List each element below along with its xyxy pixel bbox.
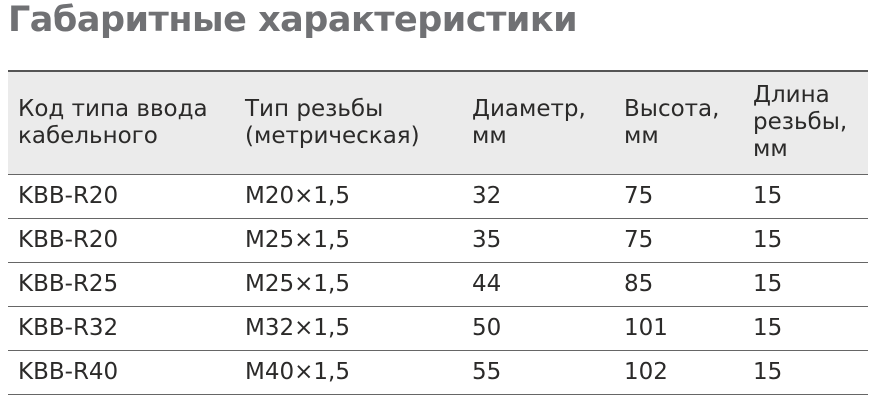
title: Габаритные характеристики (8, 0, 578, 40)
table-cell: 15 (743, 305, 868, 350)
table-row: KBB-R20 M25×1,5 35 75 15 (8, 217, 868, 262)
table-cell: M32×1,5 (235, 305, 462, 350)
header-row: Код типа ввода кабельного Тип резьбы (метри… (8, 71, 868, 174)
table-body: KBB-R20 M20×1,5 32 75 15 KBB-R20 M25×1,5 35 75 15… (8, 173, 868, 395)
header-line: мм (624, 122, 659, 149)
header-cell: Высота, мм (614, 71, 743, 174)
header-cell: Диаметр, мм (462, 71, 614, 174)
table-cell: M20×1,5 (235, 173, 462, 218)
table-cell: 15 (743, 217, 868, 262)
table-cell: KBB-R20 (8, 217, 235, 262)
table-cell: 85 (614, 261, 743, 306)
table-cell: 50 (462, 305, 614, 350)
table-cell: KBB-R20 (8, 173, 235, 218)
table-cell: 35 (462, 217, 614, 262)
table-cell: 15 (743, 261, 868, 306)
table-header: Код типа ввода кабельного Тип резьбы (метри… (8, 71, 868, 174)
table-row: KBB-R25 M25×1,5 44 85 15 (8, 261, 868, 306)
table-cell: 101 (614, 305, 743, 350)
spec-table: Код типа ввода кабельного Тип резьбы (метри… (8, 70, 868, 395)
table-cell: 15 (743, 173, 868, 218)
table-cell: 32 (462, 173, 614, 218)
header-line: (метрическая) (245, 122, 420, 149)
header-line: мм (472, 122, 507, 149)
table-cell: M40×1,5 (235, 349, 462, 395)
header-line: Диаметр, (472, 95, 586, 122)
header-line: резьбы, (753, 109, 848, 136)
table-cell: 75 (614, 217, 743, 262)
header-line: Длина (753, 82, 830, 109)
header-line: мм (753, 136, 788, 163)
header-line: Код типа ввода (18, 95, 208, 122)
table-row: KBB-R20 M20×1,5 32 75 15 (8, 173, 868, 218)
table-cell: M25×1,5 (235, 261, 462, 306)
table-row: KBB-R32 M32×1,5 50 101 15 (8, 305, 868, 350)
table-cell: 15 (743, 349, 868, 395)
header-line: кабельного (18, 122, 158, 149)
header-cell: Код типа ввода кабельного (8, 71, 235, 174)
table-cell: KBB-R32 (8, 305, 235, 350)
table-row: KBB-R40 M40×1,5 55 102 15 (8, 349, 868, 395)
table-cell: 102 (614, 349, 743, 395)
header-line: Тип резьбы (245, 95, 384, 122)
table-cell: 44 (462, 261, 614, 306)
table-cell: 75 (614, 173, 743, 218)
table-cell: KBB-R25 (8, 261, 235, 306)
header-line: Высота, (624, 95, 720, 122)
table-cell: 55 (462, 349, 614, 395)
table-cell: M25×1,5 (235, 217, 462, 262)
table-cell: KBB-R40 (8, 349, 235, 395)
header-cell: Тип резьбы (метрическая) (235, 71, 462, 174)
header-cell: Длина резьбы, мм (743, 71, 868, 174)
